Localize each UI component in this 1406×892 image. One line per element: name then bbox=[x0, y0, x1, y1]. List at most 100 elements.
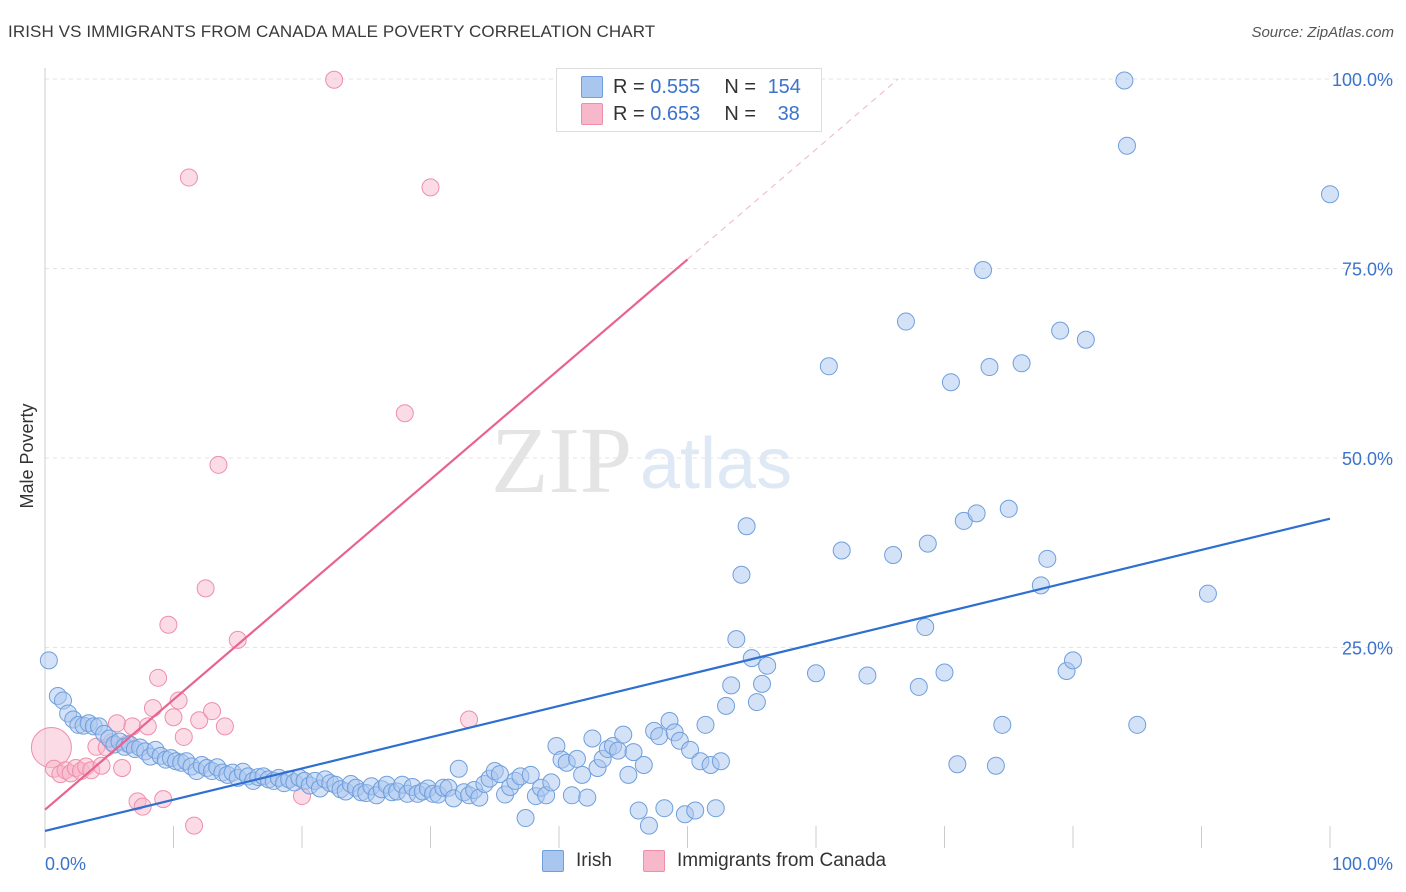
canada-point bbox=[395, 404, 414, 423]
legend-row-canada: R = 0.653 N = 38 bbox=[581, 101, 800, 127]
source-credit: Source: ZipAtlas.com bbox=[1251, 24, 1394, 41]
canada-trend-line bbox=[44, 258, 689, 811]
canada-point bbox=[143, 699, 162, 718]
legend-swatch-irish bbox=[542, 850, 564, 872]
legend-n-value: 38 bbox=[777, 102, 800, 125]
irish-point bbox=[650, 727, 669, 746]
canada-trend-extension bbox=[687, 78, 899, 260]
irish-point bbox=[717, 696, 736, 715]
canada-point bbox=[149, 668, 168, 687]
irish-point bbox=[629, 801, 648, 820]
tick-labels: 25.0% 50.0% 75.0% 100.0% 0.0% 100.0% bbox=[45, 70, 1393, 874]
irish-point bbox=[624, 743, 643, 762]
canada-point bbox=[138, 717, 157, 736]
axes bbox=[44, 68, 1331, 848]
irish-point bbox=[696, 715, 715, 734]
irish-point bbox=[993, 715, 1012, 734]
irish-point bbox=[753, 674, 772, 693]
irish-point bbox=[986, 756, 1005, 775]
irish-point bbox=[1064, 651, 1082, 670]
legend-n-label: N = bbox=[724, 102, 762, 125]
irish-point bbox=[999, 499, 1018, 518]
irish-point bbox=[573, 765, 592, 784]
correlation-legend: R = 0.555 N = 154 R = 0.653 N = 38 bbox=[556, 68, 822, 132]
legend-n-value: 154 bbox=[767, 75, 801, 98]
irish-point bbox=[918, 534, 937, 553]
irish-point bbox=[578, 788, 597, 807]
chart-title: IRISH VS IMMIGRANTS FROM CANADA MALE POV… bbox=[8, 22, 656, 41]
irish-point bbox=[916, 618, 935, 637]
irish-point bbox=[634, 755, 653, 774]
irish-point bbox=[609, 741, 628, 760]
canada-point bbox=[123, 717, 142, 736]
canada-point bbox=[209, 455, 228, 474]
legend-swatch-irish bbox=[581, 76, 603, 98]
irish-point bbox=[1038, 549, 1057, 568]
irish-point bbox=[490, 765, 509, 784]
canada-point bbox=[159, 615, 178, 634]
irish-point bbox=[39, 651, 58, 670]
gridlines bbox=[45, 78, 1398, 648]
watermark: ZIP atlas bbox=[491, 409, 792, 513]
x-tick-label-max: 100.0% bbox=[1332, 854, 1393, 874]
canada-point bbox=[179, 168, 198, 187]
y-tick-label: 25.0% bbox=[1342, 639, 1393, 659]
y-tick-label: 75.0% bbox=[1342, 260, 1393, 280]
canada-point bbox=[92, 756, 111, 775]
irish-point bbox=[619, 765, 638, 784]
irish-point bbox=[948, 755, 967, 774]
irish-point bbox=[909, 677, 928, 696]
legend-label-canada: Immigrants from Canada bbox=[677, 850, 887, 871]
irish-point bbox=[1051, 321, 1070, 340]
canada-point bbox=[325, 70, 344, 89]
irish-point bbox=[516, 809, 535, 828]
irish-point bbox=[542, 773, 561, 792]
irish-point bbox=[583, 729, 602, 748]
series-canada-points bbox=[30, 70, 479, 835]
legend-n-label: N = bbox=[724, 75, 762, 98]
watermark-atlas: atlas bbox=[640, 424, 792, 504]
legend-row-irish: R = 0.555 N = 154 bbox=[581, 74, 801, 100]
legend-swatch-canada bbox=[581, 103, 603, 125]
canada-point bbox=[196, 579, 215, 598]
irish-point bbox=[758, 656, 777, 675]
canada-point bbox=[421, 178, 440, 197]
irish-point bbox=[747, 693, 766, 712]
legend-r-label: R = bbox=[613, 75, 651, 98]
irish-point bbox=[1117, 136, 1136, 155]
legend-r-value: 0.555 bbox=[650, 75, 701, 98]
irish-point bbox=[935, 663, 954, 682]
irish-point bbox=[449, 759, 468, 778]
canada-point bbox=[169, 691, 188, 710]
irish-point bbox=[727, 630, 746, 649]
irish-point bbox=[884, 546, 903, 565]
canada-point bbox=[164, 708, 183, 727]
canada-point bbox=[203, 702, 222, 721]
irish-point bbox=[807, 664, 825, 683]
irish-point bbox=[858, 666, 877, 685]
irish-point bbox=[941, 373, 960, 392]
irish-point bbox=[686, 801, 705, 820]
watermark-zip: ZIP bbox=[491, 409, 632, 513]
irish-point bbox=[521, 765, 540, 784]
canada-point bbox=[190, 711, 209, 730]
irish-point bbox=[567, 749, 586, 768]
series-irish-points bbox=[39, 71, 1339, 835]
legend-item-irish[interactable]: Irish bbox=[542, 850, 612, 872]
irish-point bbox=[1321, 185, 1339, 204]
trend-lines bbox=[44, 78, 1331, 833]
irish-point bbox=[681, 740, 700, 759]
y-axis-label: Male Poverty bbox=[17, 403, 37, 508]
irish-trend-line bbox=[44, 517, 1331, 833]
canada-point bbox=[185, 816, 204, 835]
irish-point bbox=[706, 799, 725, 818]
irish-point bbox=[1076, 330, 1095, 349]
legend-item-canada[interactable]: Immigrants from Canada bbox=[643, 850, 886, 872]
irish-point bbox=[711, 752, 730, 771]
irish-point bbox=[1128, 715, 1147, 734]
irish-point bbox=[980, 358, 999, 377]
irish-point bbox=[737, 517, 756, 536]
legend-r-value: 0.653 bbox=[650, 102, 701, 125]
irish-point bbox=[722, 676, 741, 695]
